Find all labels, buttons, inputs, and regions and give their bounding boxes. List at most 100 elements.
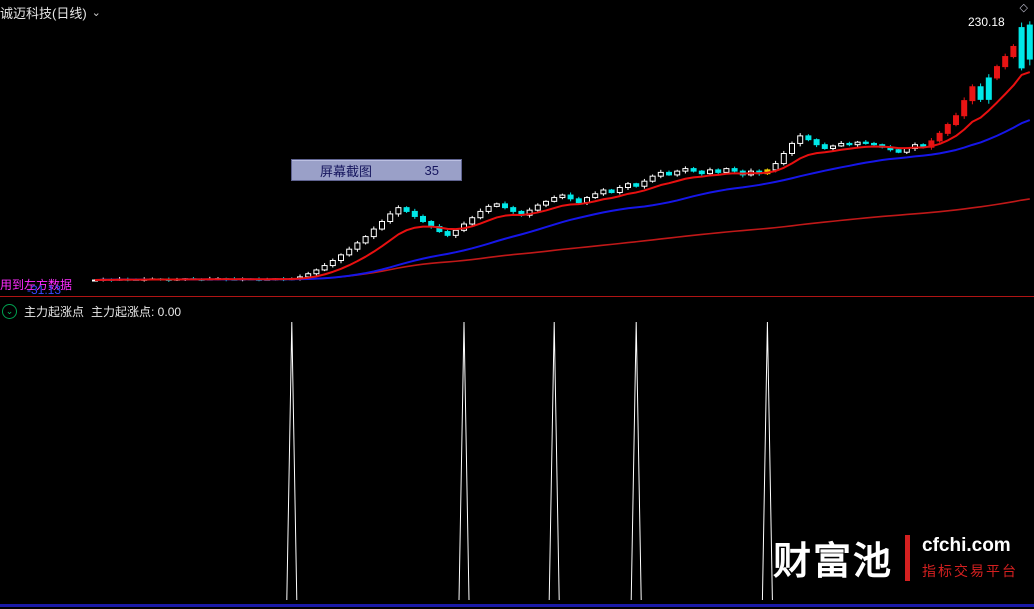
candle-body (567, 194, 574, 200)
latest-price-label: 230.18 (968, 15, 1005, 29)
candle-body (674, 170, 681, 176)
candle-body (830, 145, 836, 149)
candle-body (534, 204, 541, 211)
candle-body (1010, 45, 1017, 58)
corner-diamond-icon[interactable]: ◇ (1019, 2, 1028, 14)
candle-body (1002, 56, 1009, 68)
candle-body (953, 115, 959, 126)
candle-body (387, 213, 394, 222)
chart-note-value: -31.13 (27, 283, 62, 297)
candle-body (510, 207, 517, 212)
indicator-header: ⌄ 主力起涨点 主力起涨点: 0.00 (2, 303, 181, 320)
candle-body (395, 207, 402, 215)
signal-spike (630, 321, 642, 601)
candle-body (994, 66, 1000, 79)
candle-body (871, 142, 877, 146)
candle-body (805, 135, 812, 141)
ma-line-mid (94, 119, 1031, 282)
candle-body (944, 124, 951, 134)
candle-body (698, 170, 705, 175)
watermark: 财富池 cfchi.com 指标交易平台 (773, 530, 1018, 585)
candle-body (985, 77, 992, 100)
candle-body (411, 210, 418, 217)
candle-body (1026, 24, 1033, 60)
candle-body (362, 236, 369, 244)
indicator-chart[interactable] (0, 297, 1034, 609)
watermark-brand: 财富池 (772, 541, 893, 583)
signal-spike (761, 321, 773, 601)
candle-body (936, 132, 943, 142)
candle-body (559, 194, 566, 199)
watermark-divider (905, 534, 910, 581)
candle-body (575, 198, 582, 204)
candle-body (370, 228, 377, 238)
candle-body (633, 183, 640, 187)
candle-body (707, 169, 713, 175)
candle-body (305, 273, 312, 278)
candle-body (420, 215, 426, 222)
candle-body (592, 193, 599, 199)
candle-body (895, 149, 902, 153)
candle-body (616, 186, 623, 194)
candle-body (329, 260, 336, 267)
candle-body (780, 153, 787, 165)
signal-spike (286, 321, 298, 601)
candle-body (977, 86, 984, 100)
candle-body (608, 189, 615, 194)
candle-body (379, 220, 385, 230)
candle-body (862, 141, 869, 144)
indicator-value: 主力起涨点: 0.00 (91, 305, 182, 319)
candle-body (641, 180, 648, 187)
candle-body (469, 217, 476, 225)
candle-body (625, 183, 631, 188)
indicator-name[interactable]: 主力起涨点 (24, 305, 85, 319)
candle-body (789, 142, 795, 155)
ma-line-slow (94, 198, 1030, 281)
candle-body (813, 139, 820, 146)
candle-body (600, 189, 607, 195)
candle-body (682, 168, 689, 172)
candle-body (854, 141, 861, 146)
candle-body (846, 142, 853, 146)
candle-body (493, 203, 500, 207)
candle-body (961, 100, 968, 117)
bottom-border (0, 604, 1034, 607)
signal-spike (458, 321, 470, 601)
candle-body (477, 210, 484, 219)
panel-separator (0, 296, 1034, 297)
candle-body (338, 254, 344, 262)
stock-title[interactable]: 诚迈科技(日线) ⌄ (0, 3, 101, 22)
candle-body (551, 197, 558, 202)
candle-body (838, 142, 845, 147)
candle-body (543, 200, 549, 206)
screenshot-tooltip: 屏幕截图 35 (291, 159, 462, 181)
candle-body (969, 86, 976, 102)
candle-body (354, 242, 361, 250)
candle-body (723, 168, 730, 173)
indicator-collapse-icon[interactable]: ⌄ (2, 304, 17, 319)
candle-body (657, 171, 664, 177)
ma-line-fast (94, 71, 1031, 282)
price-chart[interactable] (0, 0, 1034, 297)
watermark-tagline: 指标交易平台 (922, 562, 1018, 579)
chart-note-magenta: 用到左方数据 (0, 278, 73, 292)
chevron-down-icon[interactable]: ⌄ (91, 7, 101, 19)
candle-body (444, 231, 451, 236)
candle-body (485, 205, 492, 212)
screenshot-tooltip-value: 35 (424, 162, 439, 178)
candle-body (502, 203, 508, 209)
candle-body (649, 175, 656, 182)
watermark-site: cfchi.com (922, 534, 1011, 556)
screenshot-tooltip-label: 屏幕截图 (320, 163, 373, 179)
candle-body (821, 144, 828, 149)
candle-body (797, 135, 804, 144)
candle-body (772, 163, 779, 171)
signal-spike (548, 321, 560, 601)
stock-title-label: 诚迈科技(日线) (0, 6, 87, 21)
candle-body (403, 207, 410, 212)
candle-body (666, 171, 672, 176)
candle-body (715, 169, 722, 173)
candle-body (1018, 27, 1025, 69)
candle-body (313, 269, 320, 275)
